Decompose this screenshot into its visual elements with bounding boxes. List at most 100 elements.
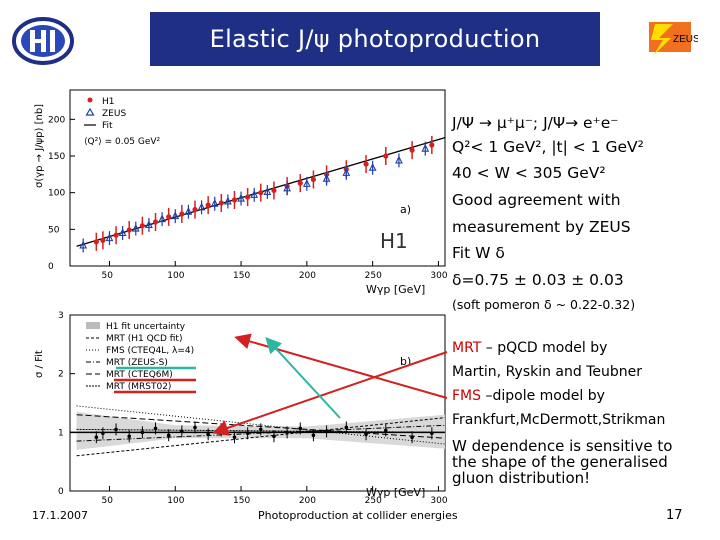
h1-point (166, 214, 172, 220)
a-ytick-label: 200 (48, 115, 65, 125)
plot-b-xlabel: Wγp [GeV] (366, 486, 425, 499)
a-xtick-label: 300 (430, 271, 447, 281)
h1-point (297, 180, 303, 186)
legend-a-h1: H1 (102, 97, 115, 107)
mrt-desc: – pQCD model by (481, 340, 608, 356)
zeus-logo-text: ZEUS (673, 34, 698, 45)
plot-a-yticks: 0 50 100 150 200 (48, 115, 75, 272)
plot-a-frame (69, 89, 446, 267)
slide-title: Elastic J/ψ photoproduction (150, 12, 600, 66)
h1-point (152, 219, 159, 225)
note-delta: δ=0.75 ± 0.03 ± 0.03 (452, 271, 624, 289)
plot-b-yticks: 0 1 2 3 (58, 311, 75, 497)
note-zeus: measurement by ZEUS (452, 218, 631, 236)
fms-desc: –dipole model by (481, 388, 605, 404)
ratio-point (166, 433, 171, 438)
a-ytick-label: 50 (48, 225, 60, 235)
zeus-point (395, 155, 403, 164)
ratio-point (153, 426, 158, 431)
b-ytick-label: 0 (58, 487, 64, 497)
h1-point (258, 190, 264, 196)
ratio-point (430, 431, 434, 436)
zeus-point (131, 223, 140, 232)
fms-label: FMS (452, 388, 482, 404)
h1-point (100, 237, 106, 243)
zeus-point (79, 240, 88, 249)
b-xtick-label: 100 (167, 496, 184, 503)
plot-b-xticks: 50 100 150 200 250 300 (101, 486, 448, 503)
ratio-point (272, 434, 276, 439)
h1-point (363, 161, 369, 167)
h1-point (310, 176, 317, 183)
mrt-label: MRT (452, 340, 482, 356)
legend-b-3: MRT (ZEUS-S) (106, 358, 168, 368)
h1-point (139, 223, 145, 229)
plot-a-xticks: 50 100 150 200 250 300 (101, 261, 448, 281)
note-soft-pomeron: (soft pomeron δ ~ 0.22-0.32) (452, 297, 636, 312)
h1-point (245, 194, 251, 200)
note-agreement: Good agreement with (452, 191, 621, 209)
h1-point (218, 200, 224, 206)
b-xtick-label: 150 (233, 496, 250, 503)
ratio-point (285, 430, 289, 435)
ratio-point (245, 431, 250, 436)
zeus-point (342, 168, 351, 176)
h1-point (429, 142, 435, 148)
b-xtick-label: 250 (365, 496, 382, 503)
model-curve (76, 417, 446, 457)
b-ytick-label: 1 (58, 428, 64, 438)
ratio-point (232, 435, 237, 440)
a-ytick-label: 0 (48, 262, 54, 272)
ratio-point (344, 425, 349, 430)
ratio-point (206, 432, 210, 437)
zeus-point (283, 183, 291, 192)
plot-a-legend: H1 ZEUS Fit ⟨Q²⟩ = 0.05 GeV² (84, 97, 161, 147)
plot-a-zeus-points (79, 141, 430, 253)
legend-a-q2: ⟨Q²⟩ = 0.05 GeV² (84, 137, 161, 147)
zeus-point (184, 207, 193, 215)
mrt-authors: Martin, Ryskin and Teubner (452, 364, 643, 380)
a-ytick-label: 150 (48, 152, 65, 162)
zeus-point (237, 193, 245, 202)
legend-b-2: FMS (CTEQ4L, λ=4) (106, 346, 194, 356)
note-w-range: 40 < W < 305 GeV² (452, 164, 606, 182)
zeus-logo: ZEUS (649, 22, 698, 56)
fms-line: FMS –dipole model by (452, 388, 605, 404)
ratio-point (364, 432, 368, 437)
legend-a-fit: Fit (102, 121, 113, 131)
mrt-line: MRT – pQCD model by (452, 340, 607, 356)
ratio-point (324, 429, 329, 434)
zeus-point (118, 228, 127, 237)
a-ytick-label: 100 (48, 189, 65, 199)
ratio-point (311, 433, 316, 438)
legend-b-0: H1 fit uncertainty (106, 322, 186, 332)
b-ytick-label: 3 (58, 311, 64, 321)
a-xtick-label: 150 (233, 271, 250, 281)
b-xtick-label: 200 (299, 496, 316, 503)
zeus-point (158, 214, 166, 223)
note-fit: Fit W δ (452, 244, 505, 262)
conclusion: W dependence is sensitive to the shape o… (452, 438, 672, 486)
b-ytick-label: 2 (58, 370, 64, 380)
h1-point (93, 239, 99, 245)
b-xtick-label: 300 (430, 496, 447, 503)
zeus-point (322, 174, 331, 182)
zeus-point (368, 163, 377, 171)
zeus-point (263, 187, 272, 195)
h1-point (126, 227, 132, 233)
h1-logo (12, 17, 74, 65)
h1-point (113, 232, 119, 238)
plot-b-ylabel: σ / Fit (34, 350, 45, 378)
ratio-point (219, 428, 224, 433)
fms-authors: Frankfurt,McDermott,Strikman (452, 412, 666, 428)
ratio-point (383, 428, 388, 433)
b-xtick-label: 50 (101, 496, 113, 503)
h1-point (205, 202, 211, 208)
h1-point (179, 211, 185, 217)
h1-point (409, 147, 415, 153)
h1-point (271, 187, 277, 194)
zeus-point (171, 211, 180, 220)
footer-date: 17.1.2007 (32, 509, 88, 522)
footer-title: Photoproduction at collider energies (258, 509, 458, 522)
legend-a-zeus: ZEUS (102, 109, 126, 119)
